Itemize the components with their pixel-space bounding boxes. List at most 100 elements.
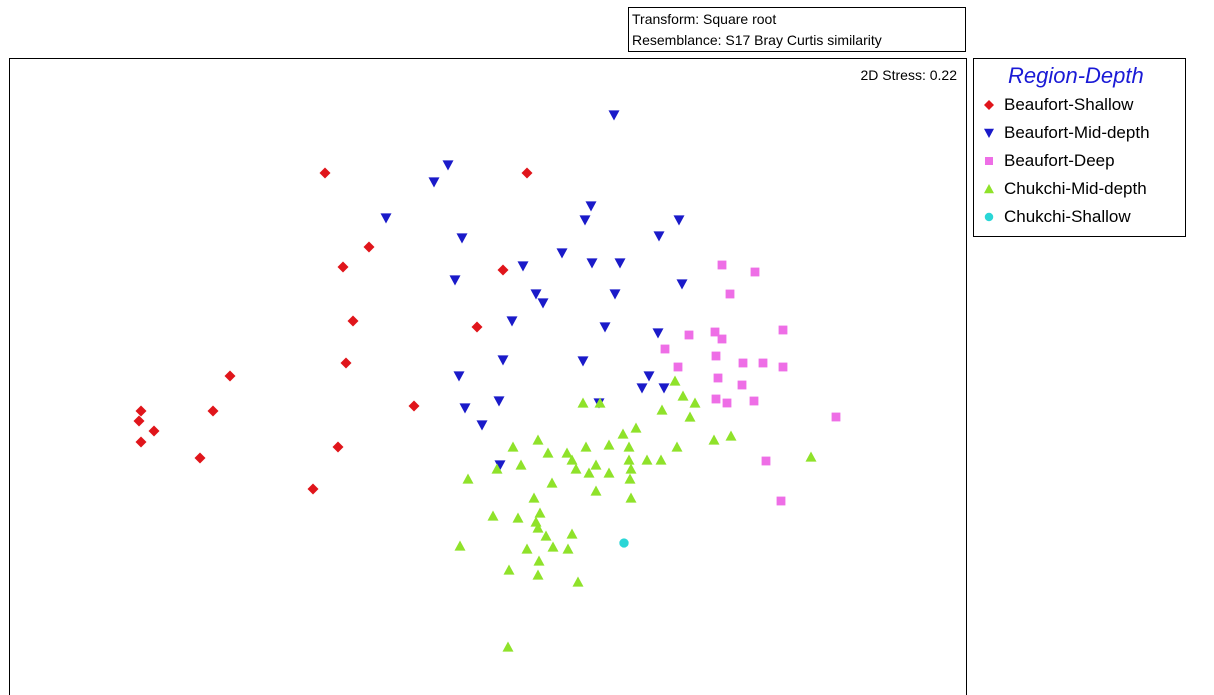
data-point [453,371,465,382]
data-point [758,358,768,368]
data-point [625,463,637,474]
data-point [805,451,817,462]
data-point [608,110,620,121]
data-point [599,322,611,333]
data-point [737,380,747,390]
data-point [566,454,578,465]
data-point [776,496,786,506]
data-point [537,298,549,309]
data-point [636,383,648,394]
data-point [579,215,591,226]
triangle-up-marker-icon [984,184,994,194]
data-point [363,241,375,253]
data-point [750,267,760,277]
data-point [497,264,509,276]
data-point [307,483,319,495]
data-point [515,459,527,470]
data-point [207,405,219,417]
stress-label: 2D Stress: 0.22 [860,67,958,83]
data-point [586,258,598,269]
data-point [660,344,670,354]
data-point [566,528,578,539]
data-point [590,459,602,470]
data-point [669,375,681,386]
data-point [454,540,466,551]
data-point [494,460,506,471]
data-point [530,289,542,300]
data-point [594,397,606,408]
data-point [673,215,685,226]
plot-area: 2D Stress: 0.22 [9,58,967,695]
legend-item-beaufort-deep: Beaufort-Deep [982,149,1115,173]
data-point [717,260,727,270]
data-point [625,492,637,503]
diamond-marker-icon [984,100,994,110]
data-point [476,420,488,431]
series-chukchi-mid-depth [454,375,817,652]
data-point [380,213,392,224]
mds-scatter-plot [133,110,841,652]
data-point [653,231,665,242]
data-point [530,516,542,527]
data-point [673,362,683,372]
legend-label: Beaufort-Shallow [1004,95,1134,114]
data-point [614,258,626,269]
data-point [503,564,515,575]
data-point [655,454,667,465]
data-point [619,538,629,548]
transform-info-box: Transform: Square root Resemblance: S17 … [628,7,966,52]
data-point [528,492,540,503]
data-point [572,576,584,587]
data-point [540,530,552,541]
data-point [546,477,558,488]
data-point [506,316,518,327]
resemblance-label: Resemblance: S17 Bray Curtis similarity [632,32,882,48]
data-point [725,289,735,299]
data-point [547,541,559,552]
triangle-down-marker-icon [984,128,994,138]
series-beaufort-deep [660,260,841,506]
data-point [502,641,514,652]
data-point [471,321,483,333]
data-point [487,510,499,521]
data-point [532,569,544,580]
data-point [643,371,655,382]
data-point [725,430,737,441]
data-point [408,400,420,412]
legend-label: Chukchi-Mid-depth [1004,179,1147,198]
data-point [532,434,544,445]
data-point [761,456,771,466]
data-point [556,248,568,259]
data-point [449,275,461,286]
data-point [603,439,615,450]
series-chukchi-shallow [619,538,629,548]
legend-item-beaufort-mid-depth: Beaufort-Mid-depth [982,121,1150,145]
data-point [493,396,505,407]
data-point [340,357,352,369]
legend-item-beaufort-shallow: Beaufort-Shallow [982,93,1133,117]
data-point [583,467,595,478]
data-point [148,425,160,437]
series-beaufort-mid-depth [380,110,688,471]
data-point [442,160,454,171]
data-point [684,330,694,340]
legend-item-chukchi-shallow: Chukchi-Shallow [982,205,1131,229]
data-point [641,454,653,465]
data-point [623,441,635,452]
data-point [135,436,147,448]
data-point [676,279,688,290]
data-point [671,441,683,452]
data-point [652,328,664,339]
data-point [533,555,545,566]
data-point [517,261,529,272]
square-marker-icon [985,157,993,165]
data-point [194,452,206,464]
data-point [713,373,723,383]
data-point [491,463,503,474]
data-point [507,441,519,452]
data-point [133,415,145,427]
data-point [532,522,544,533]
data-point [778,362,788,372]
legend-label: Chukchi-Shallow [1004,207,1131,226]
data-point [623,454,635,465]
